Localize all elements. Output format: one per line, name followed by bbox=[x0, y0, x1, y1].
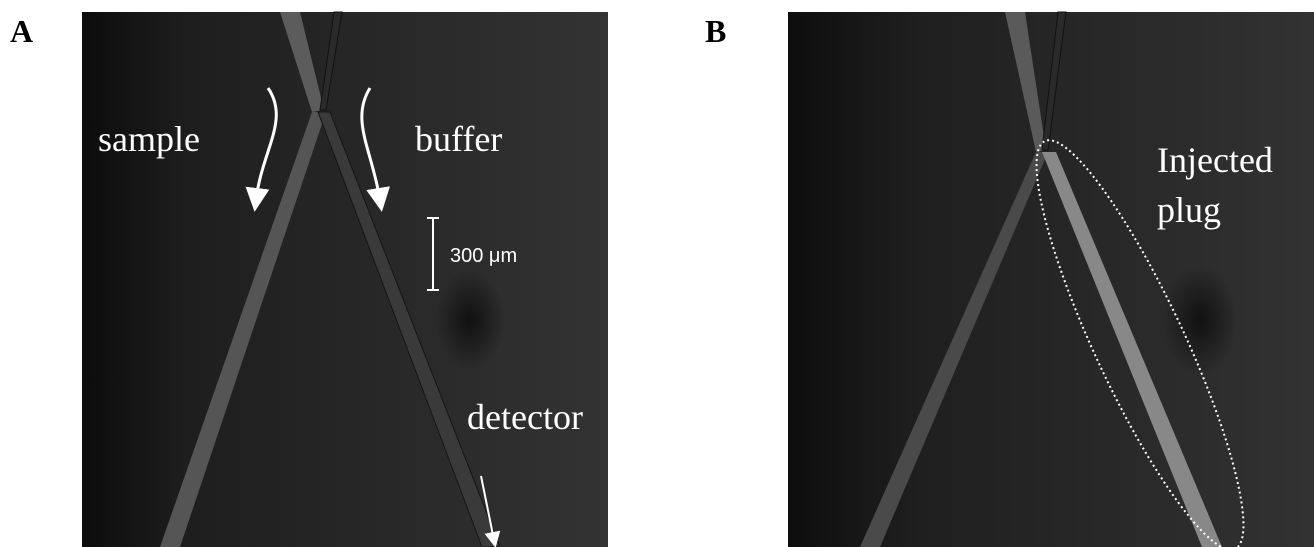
shadow bbox=[435, 270, 505, 370]
panel-a: sample buffer 300 μm detector bbox=[82, 12, 608, 547]
panel-b: Injected plug bbox=[788, 12, 1314, 547]
page: sample buffer 300 μm detector A Injected… bbox=[0, 0, 1314, 547]
micrograph bbox=[82, 12, 608, 547]
annotation: Injected bbox=[1157, 140, 1273, 180]
annotation: buffer bbox=[415, 119, 502, 159]
panel-label: B bbox=[705, 13, 726, 49]
shadow bbox=[1162, 265, 1238, 375]
annotation: detector bbox=[467, 397, 583, 437]
figure: sample buffer 300 μm detector A Injected… bbox=[0, 0, 1314, 547]
scale-label: 300 μm bbox=[450, 245, 517, 267]
annotation: sample bbox=[98, 119, 200, 159]
panel-label: A bbox=[10, 13, 33, 49]
annotation: plug bbox=[1157, 190, 1221, 230]
